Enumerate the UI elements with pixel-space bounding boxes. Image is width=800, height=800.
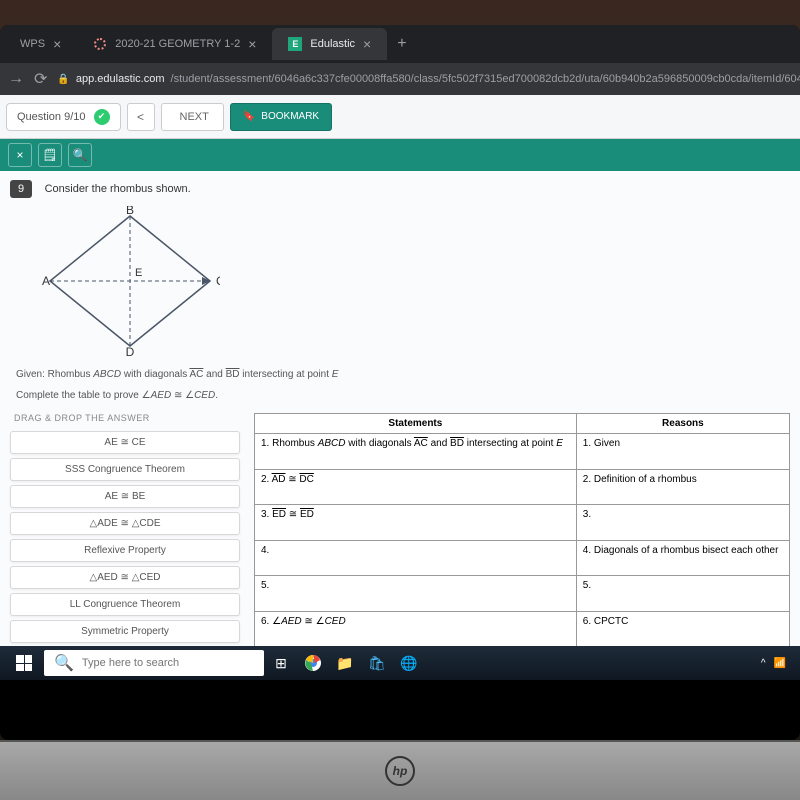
statement-cell[interactable]: 4. xyxy=(255,540,577,576)
close-icon[interactable]: × xyxy=(248,36,256,52)
reason-cell[interactable]: 6. CPCTC xyxy=(576,611,789,647)
table-row: 5. 5. xyxy=(255,576,790,612)
drag-item[interactable]: AE ≅ BE xyxy=(10,485,240,508)
task-view-icon[interactable]: ⊞ xyxy=(266,649,296,677)
drag-item[interactable]: △AED ≅ △CED xyxy=(10,566,240,589)
wifi-icon[interactable]: 📶 xyxy=(774,658,786,669)
reason-cell[interactable]: 3. xyxy=(576,505,789,541)
svg-text:A: A xyxy=(42,274,50,288)
table-row: 4. 4. Diagonals of a rhombus bisect each… xyxy=(255,540,790,576)
search-icon: 🔍 xyxy=(54,653,74,673)
search-icon[interactable]: 🔍 xyxy=(68,143,92,167)
statement-cell[interactable]: 3. ED ≅ ED xyxy=(255,505,577,541)
statement-cell[interactable]: 6. ∠AED ≅ ∠CED xyxy=(255,611,577,647)
question-content: 9 Consider the rhombus shown. B C D A E … xyxy=(0,171,800,657)
address-field[interactable]: 🔒 app.edulastic.com/student/assessment/6… xyxy=(57,73,800,85)
table-row: 6. ∠AED ≅ ∠CED6. CPCTC xyxy=(255,611,790,647)
windows-taskbar: 🔍 ⊞ 📁 🛍 🌐 ^ 📶 xyxy=(0,646,800,680)
calculator-icon[interactable]: 🗒 xyxy=(38,143,62,167)
given-text-2: Complete the table to prove ∠AED ≅ ∠CED. xyxy=(16,388,790,403)
reason-cell[interactable]: 5. xyxy=(576,576,789,612)
question-counter[interactable]: Question 9/10 ✔ xyxy=(6,103,121,131)
drag-item[interactable]: Symmetric Property xyxy=(10,620,240,643)
tab-label: 2020-21 GEOMETRY 1-2 xyxy=(115,38,240,50)
table-row: 3. ED ≅ ED3. xyxy=(255,505,790,541)
close-icon[interactable]: × xyxy=(363,36,371,52)
table-row: 1. Rhombus ABCD with diagonals AC and BD… xyxy=(255,434,790,470)
rhombus-diagram: B C D A E xyxy=(40,206,790,361)
assessment-toolbar: Question 9/10 ✔ < NEXT 🔖 BOOKMARK xyxy=(0,95,800,139)
reason-cell[interactable]: 2. Definition of a rhombus xyxy=(576,469,789,505)
drag-item[interactable]: SSS Congruence Theorem xyxy=(10,458,240,481)
search-input[interactable] xyxy=(82,657,254,669)
taskbar-search[interactable]: 🔍 xyxy=(44,650,264,676)
reason-cell[interactable]: 1. Given xyxy=(576,434,789,470)
forward-icon[interactable]: → xyxy=(8,70,24,88)
favicon-red-icon xyxy=(93,37,107,51)
bookmark-button[interactable]: 🔖 BOOKMARK xyxy=(230,103,332,131)
close-tool-button[interactable]: × xyxy=(8,143,32,167)
tab-label: Edulastic xyxy=(310,38,355,50)
bookmark-label: BOOKMARK xyxy=(261,111,319,122)
question-prompt: Consider the rhombus shown. xyxy=(45,183,191,195)
statement-cell[interactable]: 2. AD ≅ DC xyxy=(255,469,577,505)
hp-logo-icon: hp xyxy=(385,756,415,786)
bookmark-icon: 🔖 xyxy=(243,111,255,122)
laptop-bezel: hp xyxy=(0,740,800,800)
close-icon[interactable]: × xyxy=(53,36,61,52)
svg-text:D: D xyxy=(126,345,135,356)
prev-button[interactable]: < xyxy=(127,103,155,131)
tab-geometry[interactable]: 2020-21 GEOMETRY 1-2 × xyxy=(77,28,272,60)
drag-item[interactable]: △ADE ≅ △CDE xyxy=(10,512,240,535)
browser-tab-strip: WPS × 2020-21 GEOMETRY 1-2 × E Edulastic… xyxy=(0,25,800,63)
start-button[interactable] xyxy=(6,648,42,678)
edge-icon[interactable]: 🌐 xyxy=(394,649,424,677)
svg-text:E: E xyxy=(135,267,142,279)
svg-text:B: B xyxy=(126,206,134,217)
folder-icon[interactable]: 📁 xyxy=(330,649,360,677)
question-counter-label: Question 9/10 xyxy=(17,111,86,123)
tools-bar: × 🗒 🔍 xyxy=(0,139,800,171)
reason-cell[interactable]: 4. Diagonals of a rhombus bisect each ot… xyxy=(576,540,789,576)
store-icon[interactable]: 🛍 xyxy=(362,649,392,677)
drag-item[interactable]: AE ≅ CE xyxy=(10,431,240,454)
tab-wps[interactable]: WPS × xyxy=(4,28,77,60)
url-bar: → ⟳ 🔒 app.edulastic.com/student/assessme… xyxy=(0,63,800,95)
proof-table: Statements Reasons 1. Rhombus ABCD with … xyxy=(254,413,790,647)
url-domain: app.edulastic.com xyxy=(76,73,165,85)
tab-edulastic[interactable]: E Edulastic × xyxy=(272,28,387,60)
statement-cell[interactable]: 5. xyxy=(255,576,577,612)
favicon-e-icon: E xyxy=(288,37,302,51)
next-button[interactable]: NEXT xyxy=(161,103,224,131)
lock-icon: 🔒 xyxy=(57,74,69,85)
chevron-up-icon[interactable]: ^ xyxy=(761,658,766,669)
reload-icon[interactable]: ⟳ xyxy=(34,69,47,89)
col-statements: Statements xyxy=(255,414,577,434)
given-text-1: Given: Rhombus ABCD with diagonals AC an… xyxy=(16,367,790,382)
table-row: 2. AD ≅ DC2. Definition of a rhombus xyxy=(255,469,790,505)
drag-item[interactable]: Reflexive Property xyxy=(10,539,240,562)
statement-cell[interactable]: 1. Rhombus ABCD with diagonals AC and BD… xyxy=(255,434,577,470)
system-tray[interactable]: ^ 📶 xyxy=(761,658,794,669)
new-tab-button[interactable]: + xyxy=(387,35,416,53)
tab-label: WPS xyxy=(20,38,45,50)
url-path: /student/assessment/6046a6c337cfe00008ff… xyxy=(171,73,800,85)
next-label: NEXT xyxy=(180,111,209,123)
drag-item[interactable]: LL Congruence Theorem xyxy=(10,593,240,616)
question-number: 9 xyxy=(10,180,32,198)
chrome-icon[interactable] xyxy=(298,649,328,677)
windows-icon xyxy=(16,655,32,671)
drag-answer-panel: DRAG & DROP THE ANSWER AE ≅ CE SSS Congru… xyxy=(10,413,240,647)
status-badge-icon: ✔ xyxy=(94,109,110,125)
col-reasons: Reasons xyxy=(576,414,789,434)
drag-title: DRAG & DROP THE ANSWER xyxy=(10,413,240,423)
svg-text:C: C xyxy=(216,274,220,288)
